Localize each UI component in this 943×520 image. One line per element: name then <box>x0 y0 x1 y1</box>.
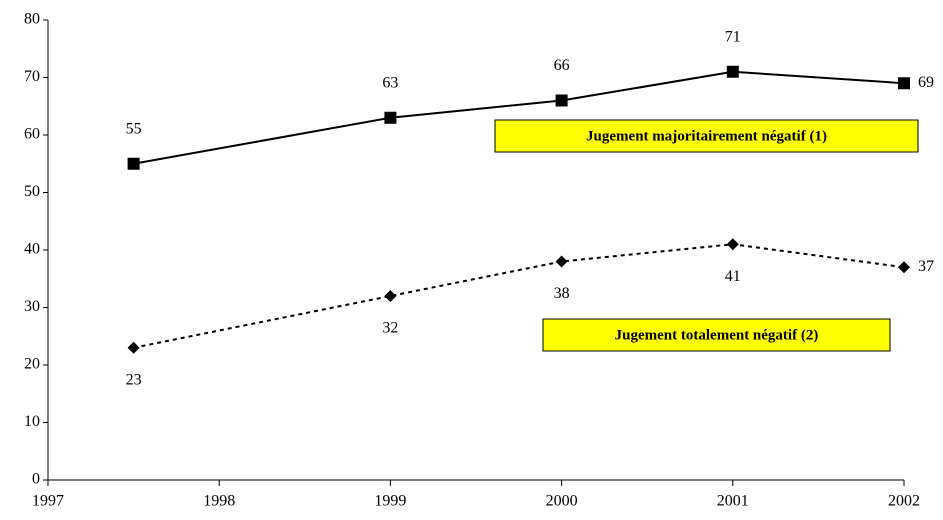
data-label: 69 <box>918 74 934 91</box>
marker <box>726 238 739 251</box>
data-label: 37 <box>918 258 934 275</box>
marker <box>555 94 568 107</box>
x-tick-label: 1999 <box>374 493 406 510</box>
x-tick-label: 2000 <box>546 493 578 510</box>
legend-box <box>494 119 919 153</box>
y-tick-label: 60 <box>24 126 40 143</box>
data-label: 71 <box>725 28 741 45</box>
data-label: 38 <box>554 285 570 302</box>
marker <box>127 341 140 354</box>
y-tick-label: 10 <box>24 413 40 430</box>
y-tick-label: 50 <box>24 183 40 200</box>
marker <box>384 290 397 302</box>
series-line <box>133 243 905 349</box>
marker <box>384 111 397 124</box>
data-label: 66 <box>554 57 570 74</box>
x-tick-label: 2002 <box>888 493 920 510</box>
data-label: 23 <box>126 371 142 388</box>
x-tick-label: 1998 <box>203 493 235 510</box>
data-label: 32 <box>382 320 398 337</box>
data-label: 41 <box>725 268 741 285</box>
marker <box>555 255 568 268</box>
y-tick-label: 40 <box>24 241 40 258</box>
y-tick-label: 30 <box>24 298 40 315</box>
marker <box>898 77 910 90</box>
x-tick-label: 1997 <box>32 493 64 510</box>
y-tick-label: 0 <box>32 471 40 488</box>
marker <box>898 261 910 274</box>
x-tick-label: 2001 <box>717 493 749 510</box>
legend-box <box>542 318 891 352</box>
marker <box>127 157 140 170</box>
data-label: 63 <box>382 74 398 91</box>
y-tick-label: 70 <box>24 68 40 85</box>
legend-label: Jugement majoritairement négatif (1) <box>586 128 827 144</box>
marker <box>726 65 739 78</box>
y-tick-label: 20 <box>24 356 40 373</box>
data-label: 55 <box>126 120 142 137</box>
y-tick-label: 80 <box>24 11 40 28</box>
legend-label: Jugement totalement négatif (2) <box>615 327 819 343</box>
